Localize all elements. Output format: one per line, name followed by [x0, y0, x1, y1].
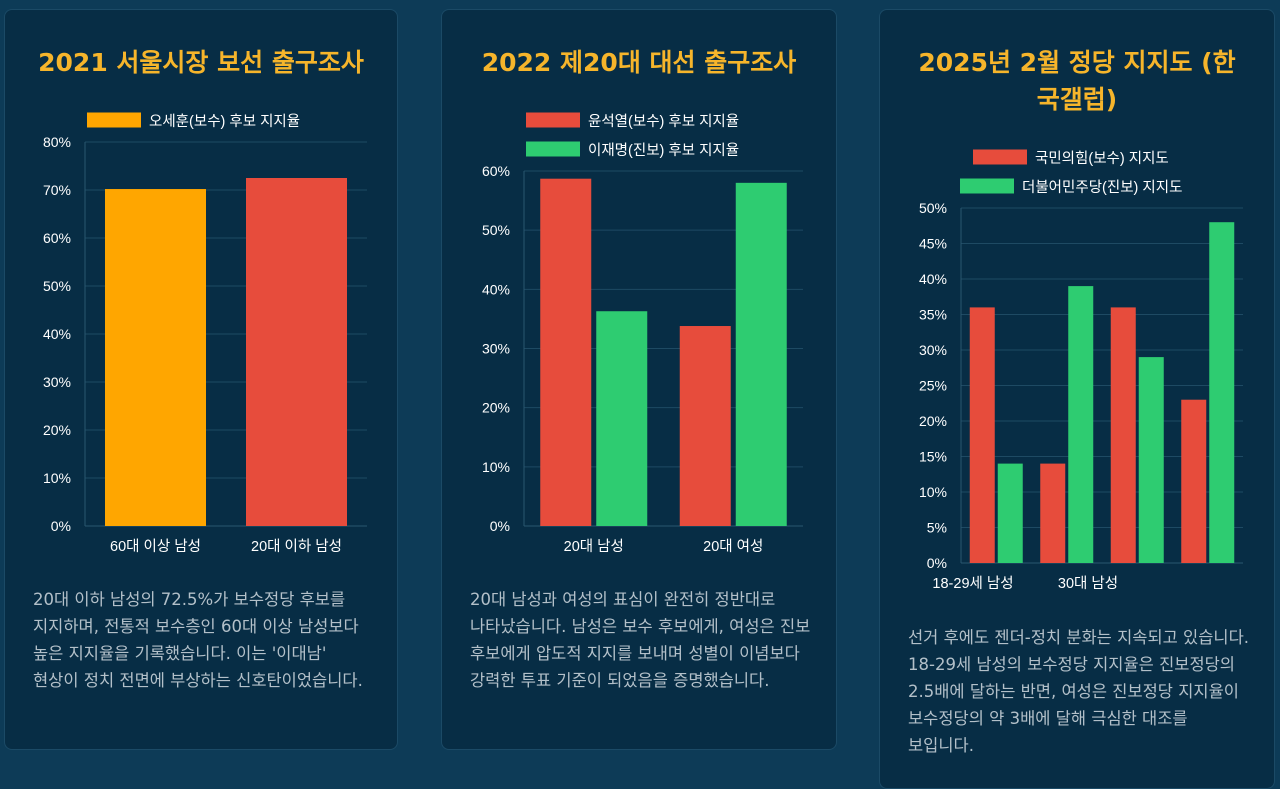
bar [105, 189, 206, 527]
y-tick-label: 30% [43, 374, 71, 390]
y-tick-label: 0% [51, 518, 71, 534]
bar [969, 307, 995, 563]
y-tick-label: 20% [43, 422, 71, 438]
card-description: 선거 후에도 젠더-정치 분화는 지속되고 있습니다. 18-29세 남성의 보… [908, 628, 1250, 755]
y-tick-label: 60% [43, 230, 71, 246]
legend-swatch [526, 112, 580, 128]
legend-label: 오세훈(보수) 후보 지지율 [149, 113, 300, 130]
x-tick-label: 20대 남성 [564, 538, 624, 555]
x-tick-label: 60대 이상 남성 [110, 538, 201, 555]
y-tick-label: 40% [482, 281, 510, 297]
chart-card-2021: 2021 서울시장 보선 출구조사 20대 이하 남성의 72.5%가 보수정당… [4, 9, 398, 750]
chart-card-2025: 2025년 2월 정당 지지도 (한국갤럽) 선거 후에도 젠더-정치 분화는 … [879, 9, 1275, 789]
bar-chart: 0% 10% 20% 30% 40% 50% 60% 20대 남성 20대 여성 윤석열(보수) … [482, 112, 803, 555]
y-tick-label: 40% [43, 326, 71, 342]
y-tick-label: 70% [43, 182, 71, 198]
legend-label: 이재명(진보) 후보 지지율 [588, 142, 739, 159]
bar [679, 326, 731, 526]
y-tick-label: 50% [482, 222, 510, 238]
y-tick-label: 10% [43, 470, 71, 486]
y-tick-label: 20% [919, 413, 947, 429]
bar [735, 182, 787, 527]
legend-label: 국민의힘(보수) 지지도 [1035, 150, 1169, 167]
bar [1110, 307, 1136, 563]
y-tick-label: 0% [490, 518, 510, 534]
legend-label: 더불어민주당(진보) 지지도 [1022, 179, 1182, 196]
y-tick-label: 45% [919, 236, 947, 252]
bar [596, 311, 648, 526]
x-tick-label: 18-29세 남성 [932, 575, 1013, 592]
card-title: 2022 제20대 대선 출구조사 [481, 48, 797, 77]
y-tick-label: 60% [482, 163, 510, 179]
bar [1068, 286, 1094, 563]
bar [1138, 357, 1164, 563]
y-tick-label: 10% [919, 484, 947, 500]
y-tick-label: 15% [919, 449, 947, 465]
legend-swatch [526, 141, 580, 157]
x-tick-label: 30대 남성 [1058, 575, 1118, 592]
x-tick-label: 20대 여성 [703, 538, 763, 555]
bar [997, 463, 1023, 563]
chart-card-2022: 2022 제20대 대선 출구조사 20대 남성과 여성의 표심이 완전히 정반… [441, 9, 837, 750]
y-tick-label: 35% [919, 307, 947, 323]
bar [540, 178, 592, 527]
card-title: 2025년 2월 정당 지지도 (한국갤럽) [918, 48, 1236, 114]
bar-chart: 0% 10% 20% 30% 40% 50% 60% 70% 80% 60대 이상 남성 20대 이… [43, 112, 367, 555]
x-tick-label: 20대 이하 남성 [251, 538, 342, 555]
card-description: 20대 이하 남성의 72.5%가 보수정당 후보를 지지하며, 전통적 보수층… [33, 590, 363, 690]
legend-swatch [973, 149, 1027, 165]
y-tick-label: 50% [919, 200, 947, 216]
card-description: 20대 남성과 여성의 표심이 완전히 정반대로 나타났습니다. 남성은 보수 … [470, 590, 811, 690]
bar [246, 178, 347, 526]
y-tick-label: 80% [43, 134, 71, 150]
bar-chart: 0% 5% 10% 15% 20% 25% 30% 35% 40% 45% 50% 18-29세 남성… [919, 149, 1243, 592]
bar [1040, 463, 1066, 563]
bar [1181, 399, 1207, 563]
y-tick-label: 10% [482, 459, 510, 475]
legend-swatch [87, 112, 141, 128]
bar [1209, 222, 1235, 563]
y-tick-label: 5% [927, 520, 947, 536]
y-tick-label: 25% [919, 378, 947, 394]
y-tick-label: 30% [919, 342, 947, 358]
y-tick-label: 40% [919, 271, 947, 287]
legend-swatch [960, 178, 1014, 194]
y-tick-label: 20% [482, 400, 510, 416]
legend-label: 윤석열(보수) 후보 지지율 [588, 113, 739, 130]
y-tick-label: 0% [927, 555, 947, 571]
card-title: 2021 서울시장 보선 출구조사 [38, 48, 364, 77]
y-tick-label: 50% [43, 278, 71, 294]
y-tick-label: 30% [482, 341, 510, 357]
